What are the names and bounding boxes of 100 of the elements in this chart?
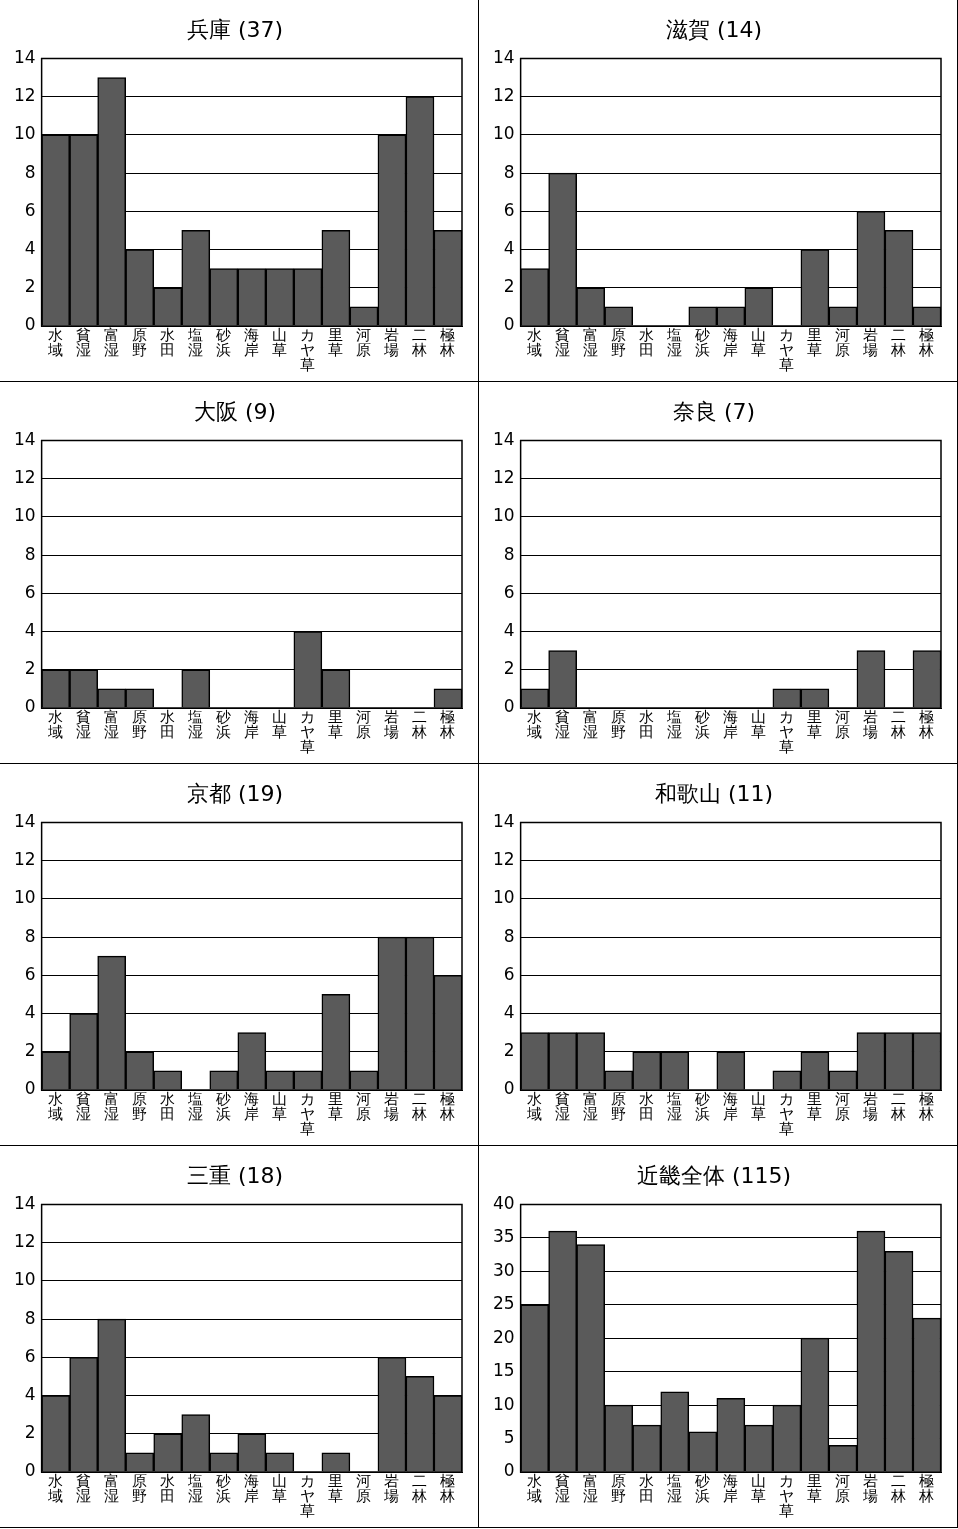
y-tick-label: 8 — [503, 925, 515, 946]
x-tick-label: 極林 — [918, 326, 935, 360]
y-tick-label: 8 — [503, 543, 515, 564]
y-tick-label: 0 — [24, 696, 36, 717]
y-tick-label: 14 — [492, 810, 515, 831]
y-tick-label: 0 — [503, 1078, 515, 1099]
x-tick-label: 河原 — [835, 708, 851, 742]
y-tick-label: 2 — [24, 1422, 36, 1443]
x-tick-label: 河原 — [356, 708, 372, 742]
x-tick-label: 河原 — [835, 1472, 851, 1506]
y-tick-label: 4 — [503, 1001, 515, 1022]
y-tick-label: 10 — [492, 505, 515, 526]
x-tick-label: 海岸 — [244, 708, 260, 742]
y-tick-label: 12 — [13, 467, 36, 488]
x-tick-label: 海岸 — [723, 708, 739, 742]
y-tick-label: 12 — [492, 467, 515, 488]
chart-title: 近畿全体 (115) — [636, 1162, 792, 1188]
x-tick-label: 海岸 — [244, 326, 260, 360]
y-tick-label: 14 — [13, 1192, 36, 1213]
x-tick-label: 二林 — [890, 1472, 907, 1506]
y-tick-label: 0 — [24, 1460, 36, 1481]
x-tick-label: 岩場 — [383, 326, 400, 360]
x-tick-label: 河原 — [356, 1472, 372, 1506]
y-tick-label: 6 — [503, 963, 515, 984]
x-tick-label: 山草 — [272, 1472, 288, 1506]
x-tick-label: 水田 — [160, 708, 176, 742]
y-tick-label: 6 — [24, 1345, 36, 1366]
x-tick-label: 水域 — [526, 708, 543, 742]
y-tick-label: 6 — [503, 199, 515, 220]
x-tick-label: 貧湿 — [555, 1472, 571, 1506]
y-tick-label: 14 — [492, 46, 515, 67]
x-tick-label: 山草 — [751, 1090, 767, 1124]
y-tick-label: 15 — [492, 1360, 515, 1381]
x-tick-label: 塩湿 — [666, 708, 683, 742]
x-tick-label: カヤ草 — [779, 1090, 795, 1139]
x-tick-label: 砂浜 — [694, 708, 711, 742]
x-tick-label: 富湿 — [104, 708, 120, 742]
x-tick-label: 水田 — [160, 326, 176, 360]
x-tick-label: 原野 — [132, 708, 148, 742]
x-tick-label: 水域 — [47, 326, 64, 360]
y-tick-label: 35 — [492, 1226, 515, 1247]
y-tick-label: 4 — [24, 237, 36, 258]
x-tick-label: 二林 — [890, 1090, 907, 1124]
chart-title: 奈良 (7) — [672, 398, 756, 424]
x-tick-label: 山草 — [751, 1472, 767, 1506]
chart-title: 和歌山 (11) — [654, 780, 774, 806]
x-tick-label: 原野 — [611, 326, 627, 360]
x-tick-label: カヤ草 — [300, 708, 316, 757]
x-tick-label: カヤ草 — [300, 1472, 316, 1521]
x-tick-label: 富湿 — [104, 1090, 120, 1124]
x-tick-label: 山草 — [272, 708, 288, 742]
x-tick-label: 水田 — [639, 708, 655, 742]
y-tick-label: 10 — [492, 123, 515, 144]
x-tick-label: 河原 — [835, 326, 851, 360]
y-tick-label: 14 — [492, 428, 515, 449]
x-tick-label: 極林 — [439, 1472, 456, 1506]
x-tick-label: 極林 — [918, 1090, 935, 1124]
y-tick-label: 8 — [24, 925, 36, 946]
x-tick-label: 極林 — [439, 1090, 456, 1124]
x-tick-label: 水域 — [47, 1472, 64, 1506]
y-tick-label: 12 — [492, 849, 515, 870]
x-tick-label: 富湿 — [104, 1472, 120, 1506]
x-tick-label: 山草 — [272, 326, 288, 360]
x-tick-label: 里草 — [328, 708, 344, 742]
y-tick-label: 10 — [13, 505, 36, 526]
x-tick-label: 塩湿 — [187, 1472, 204, 1506]
x-tick-label: 富湿 — [583, 708, 599, 742]
x-tick-label: 山草 — [751, 708, 767, 742]
x-tick-label: 里草 — [328, 326, 344, 360]
y-tick-label: 20 — [492, 1326, 515, 1347]
y-tick-label: 4 — [24, 619, 36, 640]
x-tick-label: 二林 — [890, 708, 907, 742]
y-tick-label: 5 — [503, 1426, 515, 1447]
x-tick-label: 里草 — [807, 708, 823, 742]
x-tick-label: カヤ草 — [300, 1090, 316, 1139]
x-tick-label: 原野 — [132, 1472, 148, 1506]
x-tick-label: 水田 — [160, 1090, 176, 1124]
x-tick-label: 二林 — [890, 326, 907, 360]
y-tick-label: 30 — [492, 1259, 515, 1280]
x-tick-label: 貧湿 — [76, 1472, 92, 1506]
y-tick-label: 25 — [492, 1293, 515, 1314]
x-tick-label: 塩湿 — [187, 326, 204, 360]
y-tick-label: 12 — [13, 85, 36, 106]
y-tick-label: 2 — [503, 276, 515, 297]
x-tick-label: 海岸 — [244, 1090, 260, 1124]
x-tick-label: 塩湿 — [187, 708, 204, 742]
y-tick-label: 0 — [503, 314, 515, 335]
x-tick-label: 海岸 — [244, 1472, 260, 1506]
x-tick-label: 里草 — [807, 1090, 823, 1124]
x-tick-label: 水域 — [47, 708, 64, 742]
x-tick-label: 原野 — [132, 1090, 148, 1124]
chart-title: 大阪 (9) — [193, 398, 277, 424]
x-tick-label: 原野 — [611, 1090, 627, 1124]
y-tick-label: 6 — [503, 581, 515, 602]
y-tick-label: 4 — [24, 1383, 36, 1404]
y-tick-label: 0 — [503, 696, 515, 717]
x-tick-label: 水域 — [47, 1090, 64, 1124]
x-tick-label: 水田 — [160, 1472, 176, 1506]
x-tick-label: 水田 — [639, 326, 655, 360]
x-tick-label: 岩場 — [383, 1472, 400, 1506]
